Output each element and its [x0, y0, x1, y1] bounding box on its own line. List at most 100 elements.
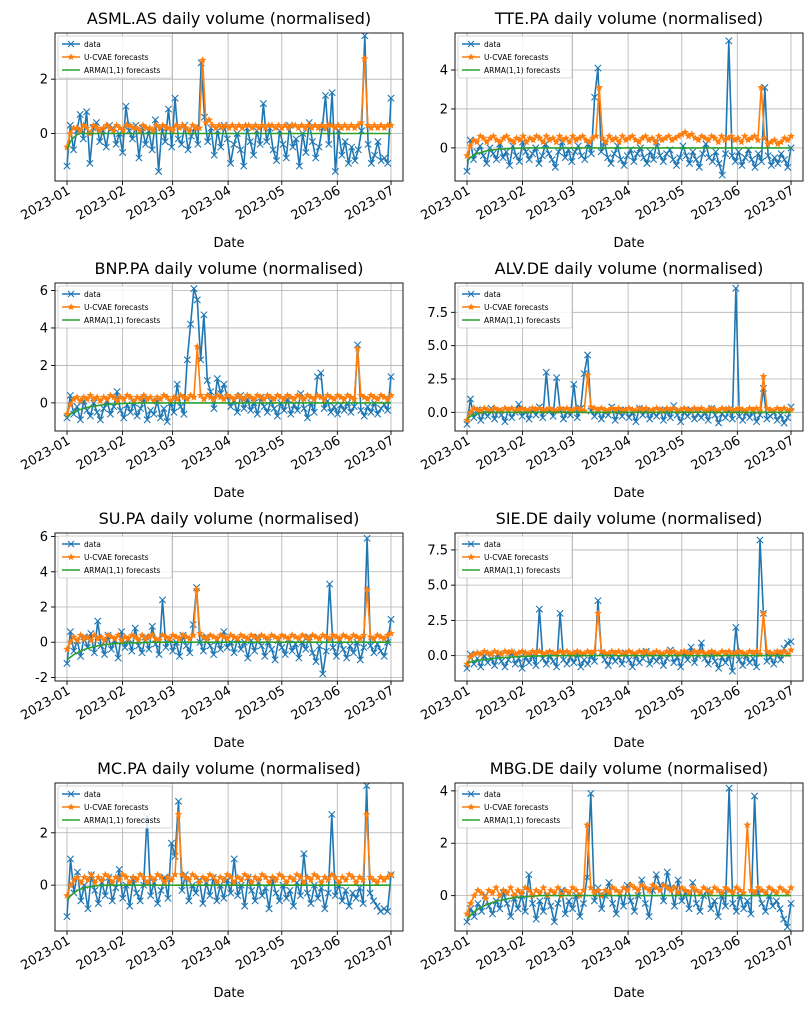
forecast-point: [732, 648, 740, 656]
x-tick-label: 2023-01: [418, 183, 473, 223]
forecast-point: [667, 886, 675, 894]
forecast-point: [176, 391, 185, 399]
data-point: [690, 659, 699, 667]
data-point: [601, 656, 609, 664]
data-point: [162, 643, 170, 652]
forecast-point: [764, 140, 772, 148]
data-point: [670, 902, 679, 910]
data-point: [669, 155, 677, 164]
x-tick-label: 2023-03: [524, 933, 579, 973]
forecast-point: [473, 138, 481, 146]
x-tick-label: 2023-03: [124, 683, 179, 723]
series-line-3: [66, 132, 391, 151]
forecast-point: [565, 138, 574, 146]
forecast-point: [623, 886, 631, 894]
forecast-point: [117, 636, 126, 644]
forecast-point: [264, 634, 272, 642]
forecast-point: [157, 873, 165, 881]
data-point: [568, 905, 577, 913]
forecast-point: [353, 633, 361, 641]
data-point: [100, 404, 108, 413]
data-point: [352, 894, 360, 902]
data-point: [86, 412, 94, 420]
forecast-point: [63, 143, 71, 151]
data-point: [787, 899, 795, 908]
forecast-point: [605, 889, 613, 897]
data-point: [210, 650, 218, 659]
forecast-point: [203, 391, 212, 399]
forecast-point: [189, 631, 197, 639]
x-tick-label: 2023-05: [633, 183, 688, 223]
x-tick-label: 2023-03: [524, 683, 579, 723]
forecast-point: [317, 121, 326, 129]
data-point: [735, 656, 743, 664]
data-point: [148, 146, 156, 154]
forecast-point: [93, 393, 101, 401]
data-point: [193, 296, 201, 304]
forecast-point: [132, 875, 141, 884]
data-point: [756, 536, 764, 544]
data-point: [553, 374, 561, 382]
forecast-point: [363, 585, 371, 593]
chart-title: ASML.AS daily volume (normalised): [87, 9, 371, 28]
forecast-point: [307, 124, 316, 132]
y-tick-label: 6: [40, 530, 48, 545]
data-point: [617, 155, 625, 164]
forecast-point: [594, 886, 602, 894]
forecast-point: [387, 629, 395, 637]
data-point: [83, 108, 91, 116]
data-point: [256, 140, 264, 148]
data-point: [774, 159, 782, 168]
series-line-3: [466, 147, 791, 163]
data-point: [343, 654, 351, 662]
forecast-point: [776, 405, 785, 413]
forecast-point: [310, 870, 319, 878]
data-point: [548, 155, 556, 164]
data-point: [645, 913, 653, 921]
data-point: [210, 404, 218, 413]
data-point: [121, 643, 129, 652]
data-point: [525, 155, 533, 164]
forecast-point: [648, 134, 656, 142]
data-point: [168, 143, 176, 151]
forecast-point: [325, 634, 334, 642]
legend-marker-star: [67, 53, 75, 61]
data-point: [787, 637, 795, 646]
data-point: [315, 642, 323, 650]
data-point: [384, 159, 392, 167]
forecast-point: [320, 395, 328, 403]
forecast-point: [780, 647, 788, 655]
legend-marker-x: [67, 40, 75, 48]
data-point: [349, 649, 358, 657]
x-tick-label: 2023-02: [474, 183, 529, 223]
legend-marker-star: [467, 553, 475, 561]
forecast-point: [477, 889, 486, 897]
forecast-point: [684, 132, 693, 140]
data-point: [136, 404, 145, 413]
data-point: [361, 33, 369, 40]
forecast-point: [220, 395, 228, 403]
data-point: [545, 150, 553, 158]
plot-area: [63, 783, 395, 921]
forecast-point: [324, 121, 332, 129]
forecast-point: [731, 136, 739, 144]
forecast-point: [195, 878, 204, 886]
data-point: [511, 660, 519, 668]
data-point: [738, 161, 746, 170]
chart-title: MBG.DE daily volume (normalised): [490, 759, 769, 778]
forecast-point: [240, 870, 249, 878]
data-point: [302, 645, 310, 653]
data-point: [96, 138, 104, 146]
data-point: [783, 923, 791, 931]
data-point: [463, 167, 471, 175]
data-point: [746, 414, 754, 422]
forecast-point: [614, 647, 623, 655]
data-point: [538, 152, 546, 160]
x-tick-label: 2023-06: [689, 183, 744, 223]
data-point: [463, 918, 471, 926]
forecast-point: [110, 634, 119, 642]
forecast-point: [483, 648, 492, 656]
x-tick-label: 2023-06: [289, 933, 344, 973]
forecast-point: [383, 631, 392, 639]
data-point: [633, 150, 641, 158]
